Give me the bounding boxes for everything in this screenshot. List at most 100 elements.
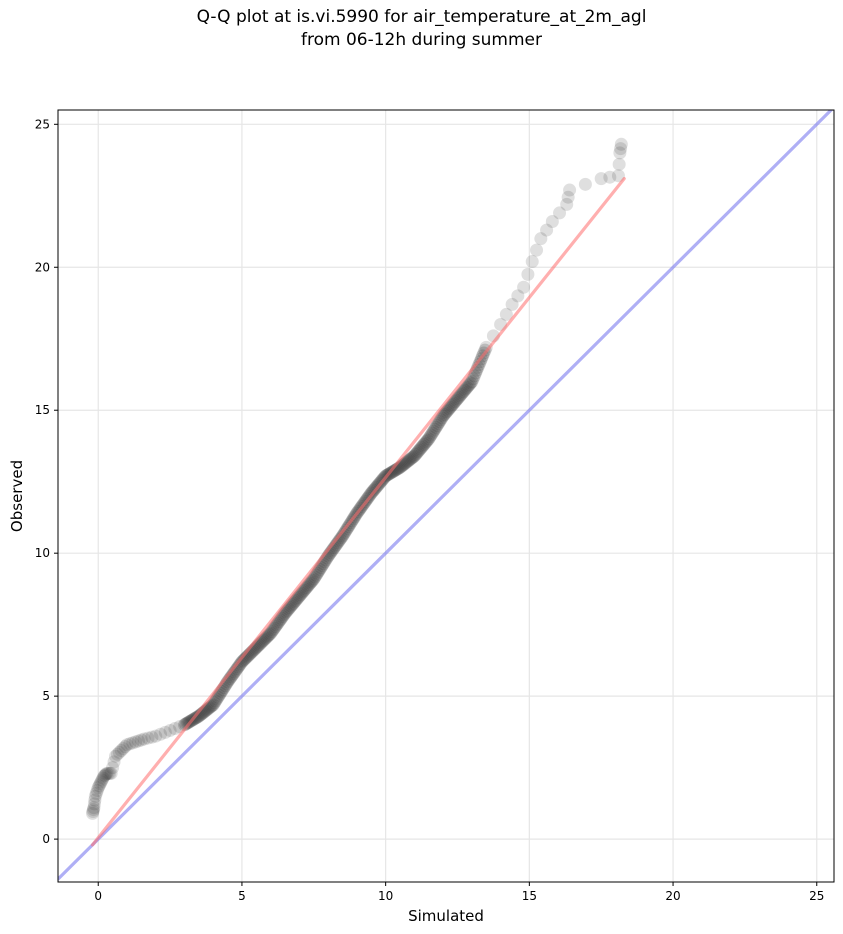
quantile-point [274, 611, 288, 625]
quantile-point [110, 747, 124, 761]
quantile-point [94, 775, 108, 789]
quantile-point [462, 377, 476, 391]
quantile-point [100, 766, 114, 780]
quantile-point [431, 417, 445, 431]
quantile-point [271, 616, 285, 630]
quantile-point [301, 579, 315, 593]
y-tick-label: 10 [35, 546, 50, 560]
quantile-point [298, 582, 312, 596]
quantile-point [129, 735, 143, 749]
quantile-point [268, 620, 282, 634]
quantile-point [447, 396, 461, 410]
quantile-point [446, 398, 460, 412]
plot-frame [57, 109, 835, 883]
quantile-point [517, 280, 531, 294]
y-tick-label: 20 [35, 260, 50, 274]
quantile-point [334, 531, 348, 545]
chart-title-line-2: from 06-12h during summer [301, 30, 542, 50]
quantile-point [404, 452, 418, 466]
quantile-point [511, 289, 525, 303]
quantile-point [540, 223, 554, 237]
quantile-point [561, 190, 575, 204]
quantile-point [453, 389, 467, 403]
quantile-point [434, 413, 448, 427]
quantile-point [563, 183, 577, 197]
quantile-point [398, 457, 412, 471]
quantile-point [289, 593, 303, 607]
quantile-point [436, 409, 450, 423]
quantile-point [594, 172, 608, 186]
quantile-point [141, 731, 155, 745]
quantile-point [425, 426, 439, 440]
quantile-point [87, 801, 101, 815]
quantile-point [276, 610, 290, 624]
quantile-point [428, 422, 442, 436]
quantile-point [114, 743, 128, 757]
quantile-point [442, 402, 456, 416]
quantile-point [149, 729, 163, 743]
quantile-point [134, 733, 148, 747]
quantile-point [284, 599, 298, 613]
quantile-point [464, 376, 478, 390]
quantile-point [338, 525, 352, 539]
quantile-point [578, 177, 592, 191]
quantile-point [449, 393, 463, 407]
quantile-point [521, 267, 535, 281]
quantile-point [86, 803, 100, 817]
quantile-point [560, 197, 574, 211]
quantile-point [613, 146, 627, 160]
quantile-point [410, 446, 424, 460]
quantile-point [90, 784, 104, 798]
quantile-point [460, 380, 474, 394]
quantile-point [154, 727, 168, 741]
quantile-point [466, 372, 480, 386]
quantile-point [406, 450, 420, 464]
quantile-point [308, 570, 322, 584]
quantile-point [258, 632, 272, 646]
quantile-point [603, 170, 617, 184]
quantile-point [86, 804, 100, 818]
quantile-point [158, 725, 172, 739]
quantile-point [452, 390, 466, 404]
quantile-point [454, 387, 468, 401]
y-tick-label: 15 [35, 403, 50, 417]
quantile-point [101, 766, 115, 780]
quantile-point [303, 576, 317, 590]
quantile-point [96, 771, 110, 785]
quantile-point [260, 630, 274, 644]
y-tick-label: 25 [35, 117, 50, 131]
quantile-point [295, 586, 309, 600]
quantile-point [112, 745, 126, 759]
x-tick-label: 20 [665, 889, 680, 903]
quantile-point [210, 692, 224, 706]
quantile-point [118, 740, 132, 754]
quantile-point [530, 243, 544, 257]
x-tick-label: 0 [94, 889, 102, 903]
quantile-point [415, 440, 429, 454]
quantile-point [131, 734, 145, 748]
quantile-point [440, 405, 454, 419]
quantile-point [104, 766, 118, 780]
quantile-point [405, 451, 419, 465]
x-axis-label: Simulated [408, 907, 484, 925]
quantile-point [553, 206, 567, 220]
quantile-point [472, 357, 486, 371]
x-tick-label: 25 [809, 889, 824, 903]
quantile-point [106, 761, 120, 775]
identity-line [58, 110, 834, 881]
quantile-point [107, 755, 121, 769]
quantile-point [456, 385, 470, 399]
quantile-point [443, 400, 457, 414]
quantile-point [614, 137, 628, 151]
quantile-point [126, 736, 140, 750]
quantile-point [137, 732, 151, 746]
quantile-point [419, 435, 433, 449]
quantile-point [448, 395, 462, 409]
quantile-point [108, 749, 122, 763]
quantile-point [430, 418, 444, 432]
quantile-point [413, 442, 427, 456]
quantile-point [179, 717, 193, 731]
quantile-point [445, 399, 459, 413]
quantile-point [614, 142, 628, 156]
quantile-point [285, 598, 299, 612]
